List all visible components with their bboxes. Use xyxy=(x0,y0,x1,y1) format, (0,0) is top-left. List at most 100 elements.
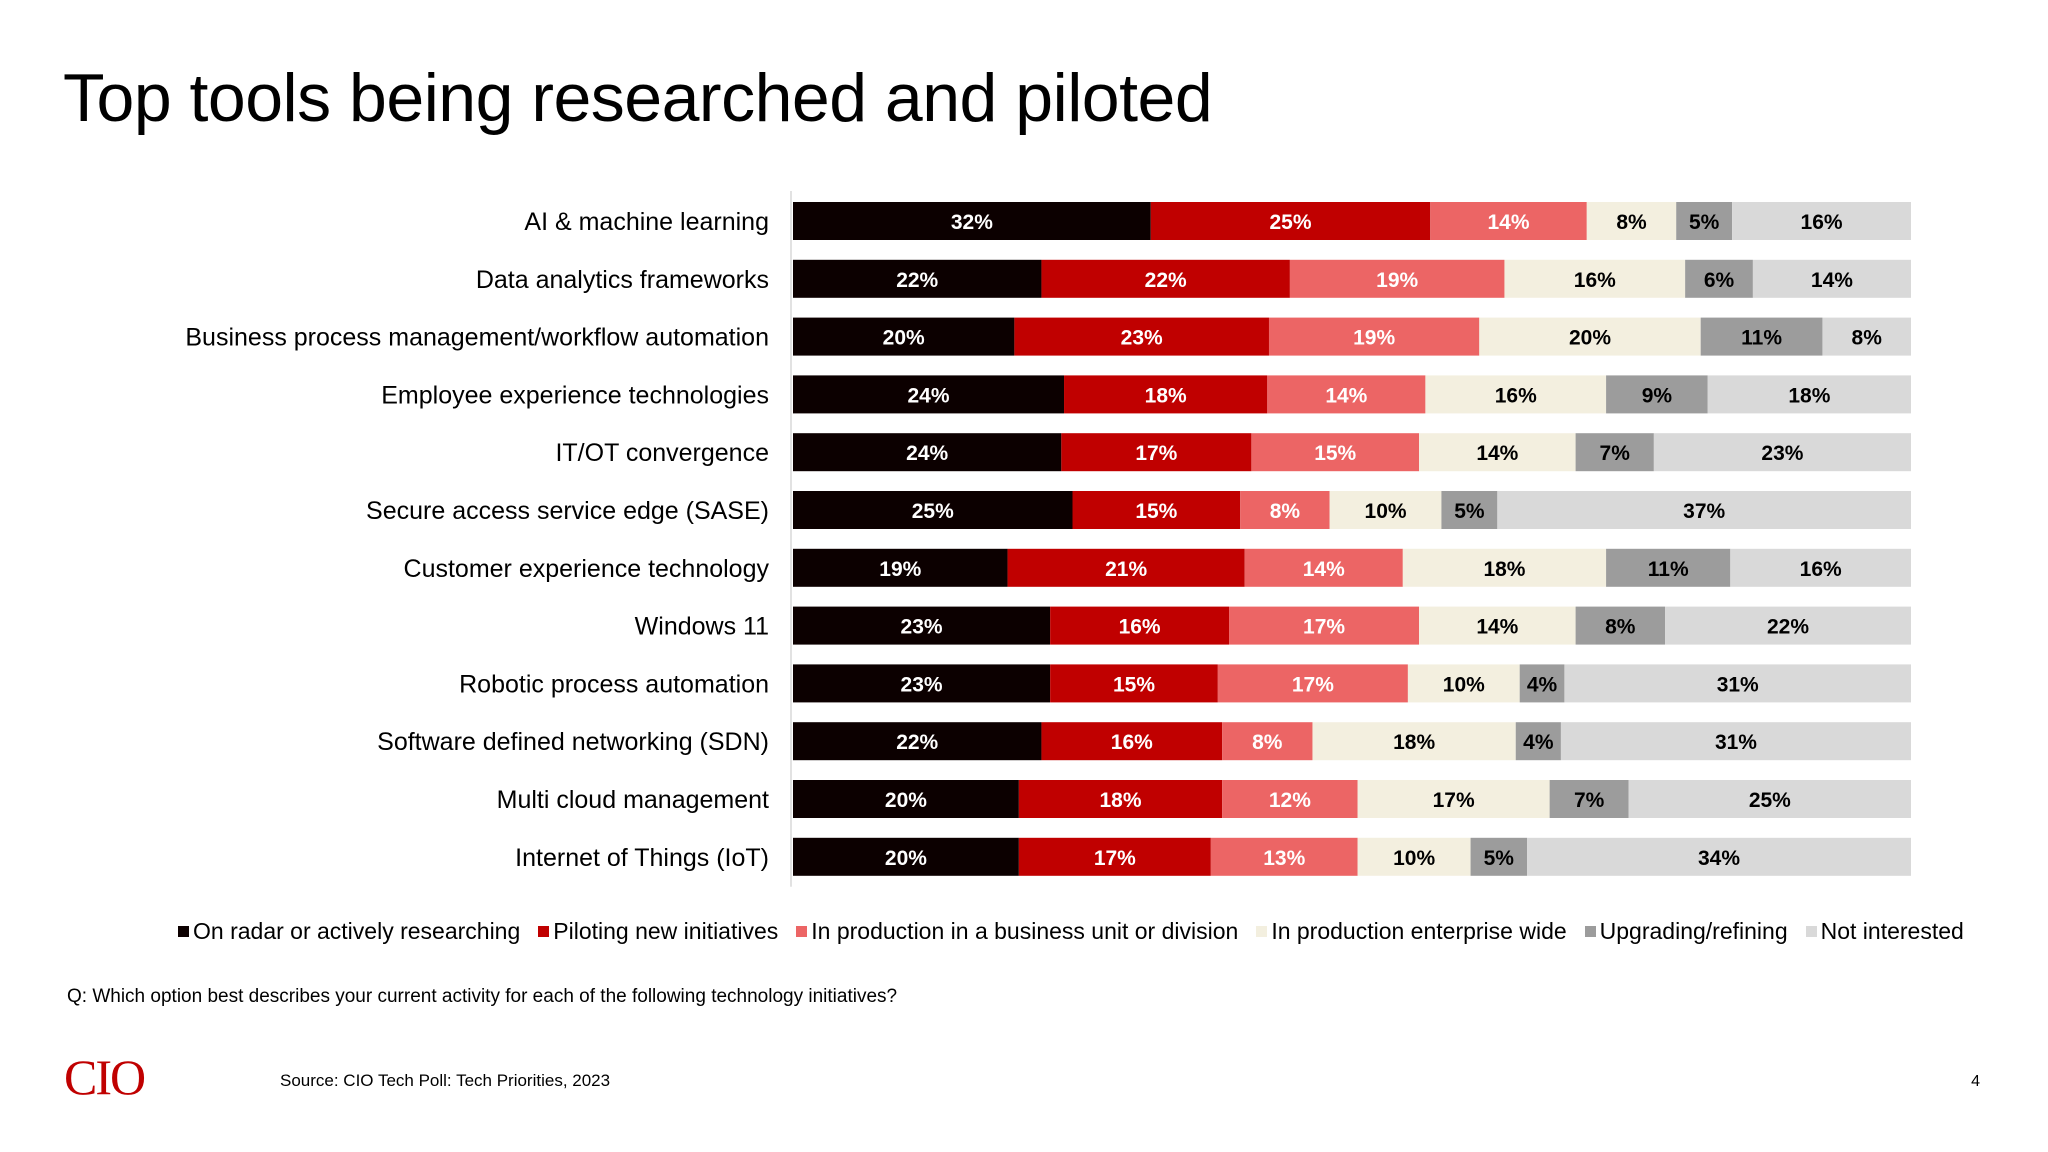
data-label: 8% xyxy=(1252,731,1283,754)
data-label: 15% xyxy=(1113,673,1155,696)
bar-segment-series-4 xyxy=(1549,780,1629,818)
data-label: 23% xyxy=(1121,327,1163,350)
data-label: 19% xyxy=(1353,327,1395,350)
data-label: 20% xyxy=(885,847,927,870)
data-label: 10% xyxy=(1443,673,1485,696)
data-label: 23% xyxy=(1761,442,1803,465)
category-label: AI & machine learning xyxy=(524,208,769,236)
data-label: 10% xyxy=(1393,847,1435,870)
category-label: Customer experience technology xyxy=(404,555,770,583)
bar-segment-series-1 xyxy=(1018,780,1223,818)
legend-label: In production enterprise wide xyxy=(1271,918,1567,944)
data-label: 10% xyxy=(1365,500,1407,523)
chart-legend: On radar or actively researching Piloting… xyxy=(178,918,1964,945)
data-label: 16% xyxy=(1801,211,1843,234)
data-label: 14% xyxy=(1476,442,1518,465)
bar-segment-series-0 xyxy=(793,606,1051,645)
data-label: 25% xyxy=(1269,211,1311,234)
legend-item-5: Not interested xyxy=(1805,918,1964,945)
legend-swatch xyxy=(1584,926,1596,937)
bar-segment-series-5 xyxy=(1822,317,1911,356)
bar-segment-series-2 xyxy=(1217,664,1408,703)
data-label: 4% xyxy=(1523,731,1554,754)
data-label: 8% xyxy=(1852,327,1883,350)
bar-segment-series-0 xyxy=(793,548,1008,587)
bar-segment-series-1 xyxy=(1041,259,1290,298)
legend-item-4: Upgrading/refining xyxy=(1584,918,1788,945)
bar-segment-series-5 xyxy=(1628,780,1911,818)
legend-item-0: On radar or actively researching xyxy=(178,918,520,945)
bar-segment-series-5 xyxy=(1564,664,1911,703)
bar-segment-series-0 xyxy=(793,259,1042,298)
bar-segment-series-3 xyxy=(1586,202,1677,240)
data-label: 18% xyxy=(1099,789,1141,812)
data-label: 7% xyxy=(1574,789,1605,812)
data-label: 19% xyxy=(1376,269,1418,292)
bar-segment-series-3 xyxy=(1419,606,1576,645)
bar-segment-series-4 xyxy=(1685,259,1753,298)
category-label: Employee experience technologies xyxy=(381,381,769,409)
source-note: Source: CIO Tech Poll: Tech Priorities, … xyxy=(280,1071,611,1090)
data-label: 5% xyxy=(1689,211,1720,234)
bar-segment-series-1 xyxy=(1050,664,1218,703)
data-label: 22% xyxy=(896,269,938,292)
bar-segment-series-4 xyxy=(1700,317,1823,356)
bar-segment-series-1 xyxy=(1014,317,1269,356)
bar-segment-series-0 xyxy=(793,664,1051,703)
bar-segment-series-5 xyxy=(1707,375,1911,414)
legend-swatch xyxy=(1805,926,1817,937)
page-number: 4 xyxy=(1971,1073,1980,1090)
data-label: 4% xyxy=(1527,673,1558,696)
data-label: 24% xyxy=(907,384,949,407)
bar-segment-series-1 xyxy=(1050,606,1230,645)
data-label: 34% xyxy=(1698,847,1740,870)
bar-segment-series-1 xyxy=(1061,433,1252,472)
bar-segment-series-2 xyxy=(1289,259,1505,298)
data-label: 37% xyxy=(1683,500,1725,523)
bar-segment-series-1 xyxy=(1007,548,1245,587)
category-label: Robotic process automation xyxy=(459,670,769,698)
bar-segment-series-2 xyxy=(1229,606,1420,645)
bar-segment-series-5 xyxy=(1497,491,1911,529)
bar-segment-series-4 xyxy=(1575,433,1654,472)
legend-swatch xyxy=(178,926,189,937)
bar-segment-series-4 xyxy=(1575,606,1666,645)
legend-label: On radar or actively researching xyxy=(193,918,521,944)
bar-segment-series-5 xyxy=(1665,606,1911,645)
bar-segment-series-4 xyxy=(1470,837,1528,876)
bar-segment-series-1 xyxy=(1064,375,1268,414)
data-label: 8% xyxy=(1270,500,1301,523)
data-label: 25% xyxy=(912,500,954,523)
bar-segment-series-1 xyxy=(1072,491,1241,529)
bar-segment-series-2 xyxy=(1244,548,1403,587)
data-label: 15% xyxy=(1135,500,1177,523)
bar-segment-series-3 xyxy=(1479,317,1701,356)
bar-segment-series-0 xyxy=(793,202,1151,240)
data-label: 16% xyxy=(1111,731,1153,754)
data-label: 11% xyxy=(1648,558,1689,581)
data-label: 14% xyxy=(1476,616,1518,639)
bar-segment-series-4 xyxy=(1515,722,1561,761)
bar-segment-series-4 xyxy=(1519,664,1565,703)
data-label: 14% xyxy=(1811,269,1853,292)
category-label: Business process management/workflow aut… xyxy=(185,324,769,352)
bar-segment-series-2 xyxy=(1222,780,1358,818)
category-label: Secure access service edge (SASE) xyxy=(366,497,769,525)
bar-segment-series-4 xyxy=(1606,375,1708,414)
bar-segment-series-2 xyxy=(1430,202,1587,240)
bar-segment-series-4 xyxy=(1606,548,1731,587)
bar-segment-series-4 xyxy=(1441,491,1498,529)
bar-segment-series-5 xyxy=(1560,722,1911,761)
data-label: 15% xyxy=(1314,442,1356,465)
data-label: 17% xyxy=(1094,847,1136,870)
legend-label: Piloting new initiatives xyxy=(553,918,779,944)
data-label: 21% xyxy=(1105,558,1147,581)
legend-swatch xyxy=(538,926,550,937)
data-label: 14% xyxy=(1303,558,1345,581)
bar-segment-series-5 xyxy=(1653,433,1911,472)
data-label: 9% xyxy=(1642,384,1673,407)
bar-segment-series-5 xyxy=(1527,837,1911,876)
bar-segment-series-3 xyxy=(1329,491,1442,529)
data-label: 17% xyxy=(1433,789,1475,812)
bar-segment-series-0 xyxy=(793,837,1019,876)
